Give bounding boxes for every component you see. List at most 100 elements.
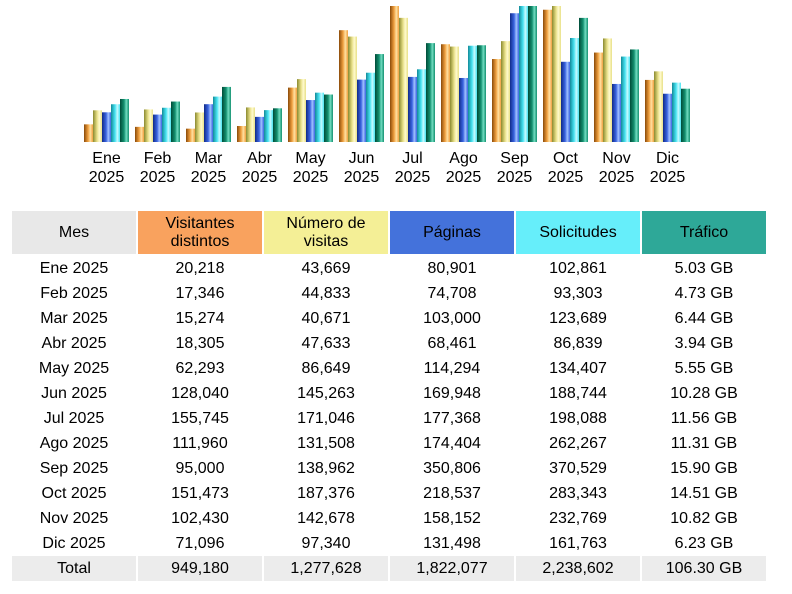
cell-trafico: 3.94 GB (674, 334, 734, 352)
cell-visitantes: 102,430 (171, 509, 229, 527)
cell-solicitudes: 262,267 (549, 434, 607, 452)
bar-visitas-mar (195, 112, 204, 142)
cell-trafico: 5.55 GB (674, 359, 734, 377)
cell-mes: Abr 2025 (41, 334, 107, 352)
bar-paginas-mar (204, 104, 213, 142)
table-row: Nov 2025 102,430 142,678 158,152 232,769 10.8… (12, 506, 766, 531)
cell-paginas: 103,000 (423, 309, 481, 327)
chart-tick-labels: Ene 2025 Feb 2025 Mar 2025 Abr 2025 May 2025 Jun 20… (89, 150, 686, 186)
bar-visitas-oct (552, 6, 561, 142)
x-tick-month: Nov (602, 150, 630, 167)
bar-visitantes-mar (186, 128, 195, 142)
cell-visitantes: 18,305 (175, 334, 225, 352)
table-row: Oct 2025 151,473 187,376 218,537 283,343 14.5… (12, 481, 766, 506)
x-tick-month: May (295, 150, 325, 167)
bar-solicitudes-abr (264, 110, 273, 142)
bar-paginas-nov (612, 83, 621, 142)
cell-trafico: 14.51 GB (670, 484, 738, 502)
bar-solicitudes-may (315, 92, 324, 142)
x-tick-month: Jun (349, 150, 375, 167)
bar-visitantes-jul (390, 6, 399, 142)
cell-mes: Ago 2025 (39, 434, 109, 452)
bar-trafico-nov (630, 49, 639, 143)
bar-paginas-may (306, 100, 315, 142)
bar-visitantes-feb (135, 126, 144, 142)
cell-solicitudes: 161,763 (549, 534, 607, 552)
monthly-bar-chart: Ene 2025 Feb 2025 Mar 2025 Abr 2025 May 2025 Jun 20… (84, 6, 690, 186)
bar-paginas-feb (153, 114, 162, 142)
cell-visitas: 97,340 (301, 534, 351, 552)
chart-bars (84, 6, 690, 143)
bar-solicitudes-feb (162, 107, 171, 142)
total-visitantes: 949,180 (138, 556, 262, 581)
table-row: Mar 2025 15,274 40,671 103,000 123,689 6.44 G… (12, 306, 766, 331)
bar-visitas-jul (399, 17, 408, 142)
bar-paginas-jul (408, 76, 417, 142)
cell-visitas: 47,633 (301, 334, 351, 352)
bar-visitas-may (297, 79, 306, 142)
cell-visitas: 86,649 (301, 359, 351, 377)
table-row: May 2025 62,293 86,649 114,294 134,407 5.55 G… (12, 356, 766, 381)
cell-visitantes: 151,473 (171, 484, 229, 502)
bar-trafico-jun (375, 54, 384, 143)
x-tick-year: 2025 (191, 169, 227, 186)
bar-solicitudes-sep (519, 6, 528, 142)
cell-paginas: 68,461 (427, 334, 477, 352)
bar-visitas-ene (93, 110, 102, 142)
cell-mes: Jun 2025 (41, 384, 107, 402)
total-solicitudes: 2,238,602 (516, 556, 640, 581)
bar-visitas-ago (450, 46, 459, 142)
bar-solicitudes-jul (417, 69, 426, 142)
cell-paginas: 174,404 (423, 434, 481, 452)
x-tick-year: 2025 (497, 169, 533, 186)
cell-visitas: 138,962 (297, 459, 355, 477)
bar-visitas-abr (246, 107, 255, 142)
cell-trafico: 4.73 GB (674, 284, 734, 302)
cell-solicitudes: 102,861 (549, 259, 607, 277)
x-tick-month: Ene (92, 150, 121, 167)
cell-paginas: 131,498 (423, 534, 481, 552)
cell-trafico: 5.03 GB (674, 259, 734, 277)
x-tick-month: Mar (195, 150, 223, 167)
table-row: Abr 2025 18,305 47,633 68,461 86,839 3.94 GB (12, 331, 766, 356)
cell-visitantes: 95,000 (175, 459, 225, 477)
cell-visitantes: 71,096 (175, 534, 225, 552)
x-tick-year: 2025 (89, 169, 125, 186)
cell-mes: Dic 2025 (42, 534, 106, 552)
cell-visitas: 40,671 (301, 309, 351, 327)
bar-trafico-ago (477, 45, 486, 142)
table-row: Jun 2025 128,040 145,263 169,948 188,744 10.2… (12, 381, 766, 406)
table-header-row: Mes Visitantes distintos Número de visit… (12, 211, 766, 256)
bar-visitantes-oct (543, 9, 552, 142)
bar-solicitudes-ene (111, 104, 120, 142)
bar-trafico-ene (120, 98, 129, 142)
bar-visitantes-may (288, 87, 297, 142)
cell-solicitudes: 134,407 (549, 359, 607, 377)
cell-paginas: 80,901 (427, 259, 477, 277)
cell-visitas: 145,263 (297, 384, 355, 402)
bar-visitantes-nov (594, 52, 603, 142)
bar-visitantes-ago (441, 44, 450, 142)
bar-visitas-dic (654, 71, 663, 142)
x-tick-month: Abr (247, 150, 273, 167)
cell-visitantes: 15,274 (175, 309, 225, 327)
bar-trafico-sep (528, 6, 537, 142)
cell-solicitudes: 188,744 (549, 384, 607, 402)
cell-visitantes: 111,960 (172, 434, 228, 452)
cell-trafico: 6.23 GB (674, 534, 734, 552)
x-tick-year: 2025 (344, 169, 380, 186)
cell-visitas: 142,678 (297, 509, 355, 527)
header-solicitudes: Solicitudes (516, 211, 640, 256)
cell-trafico: 6.44 GB (674, 309, 734, 327)
table-total-row: Total 949,180 1,277,628 1,822,077 2,238,… (12, 556, 766, 581)
cell-mes: May 2025 (38, 359, 110, 377)
header-trafico: Tráfico (642, 211, 766, 256)
header-paginas: Páginas (390, 211, 514, 256)
cell-trafico: 10.82 GB (670, 509, 738, 527)
bar-visitas-nov (603, 38, 612, 142)
bar-visitantes-abr (237, 126, 246, 142)
bar-trafico-jul (426, 43, 435, 143)
cell-solicitudes: 283,343 (549, 484, 607, 502)
bar-solicitudes-oct (570, 38, 579, 142)
cell-solicitudes: 198,088 (549, 409, 607, 427)
